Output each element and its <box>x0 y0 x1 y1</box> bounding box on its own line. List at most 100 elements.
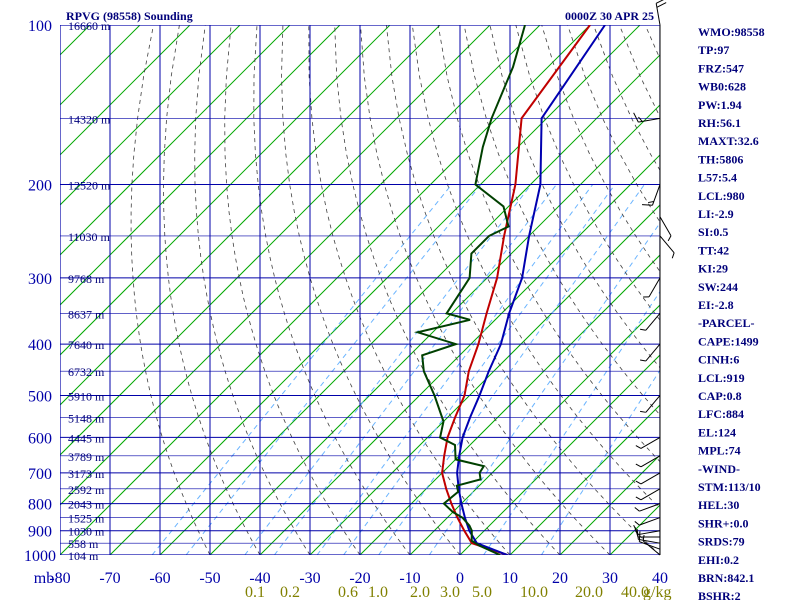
height-label: 11030 m <box>68 230 111 244</box>
mixing-ratio-tick-label: 5.0 <box>472 584 492 600</box>
sounding-index-text: RH:56.1 <box>698 116 741 130</box>
height-label: 3789 m <box>68 450 105 464</box>
temperature-tick-label: -20 <box>349 570 370 587</box>
height-label: 2043 m <box>68 498 105 512</box>
sounding-index-text: TT:42 <box>698 243 729 257</box>
pressure-tick-label: 300 <box>28 271 52 288</box>
mixing-ratio-tick-label: 0.1 <box>245 584 265 600</box>
mixing-ratio-line <box>483 290 660 555</box>
pressure-tick-label: 200 <box>28 178 52 195</box>
wind-barb <box>640 395 661 413</box>
sounding-index-text: -WIND- <box>698 462 740 476</box>
temperature-tick-label: -40 <box>249 570 270 587</box>
pressure-axis-title: mb <box>34 570 54 587</box>
temperature-tick-label: -70 <box>99 570 120 587</box>
sounding-index-text: LCL:980 <box>698 189 745 203</box>
mixing-ratio-line <box>185 184 482 555</box>
wind-barb <box>635 455 661 468</box>
isotherm-line <box>60 25 541 506</box>
isotherm-line <box>359 254 660 555</box>
sounding-index-text: LFC:884 <box>698 407 744 421</box>
sounding-index-text: STM:113/10 <box>698 480 761 494</box>
temperature-tick-label: 30 <box>602 570 618 587</box>
sounding-index-text: SW:244 <box>698 280 738 294</box>
wind-barb <box>659 216 672 242</box>
sounding-index-text: EHI:0.2 <box>698 553 739 567</box>
mixing-ratio-unit: g/kg <box>643 584 671 600</box>
sounding-index-text: CINH:6 <box>698 353 739 367</box>
height-label: 4445 m <box>68 431 105 445</box>
temperature-tick-label: -60 <box>149 570 170 587</box>
mixing-ratio-line <box>151 184 453 555</box>
temperature-tick-label: -10 <box>399 570 420 587</box>
height-label: 5910 m <box>68 389 105 403</box>
mixing-ratio-tick-label: 40.0 <box>621 584 649 600</box>
isotherm-line <box>509 404 660 555</box>
isotherm-line <box>559 454 660 555</box>
sounding-index-text: SHR+:0.0 <box>698 516 749 530</box>
temperature-tick-label: -80 <box>49 570 70 587</box>
wind-barb <box>659 235 675 259</box>
height-label: 16660 m <box>68 19 111 33</box>
sounding-index-text: PW:1.94 <box>698 98 742 112</box>
sounding-index-text: CAP:0.8 <box>698 389 742 403</box>
sounding-index-text: HEL:30 <box>698 498 739 512</box>
pressure-tick-label: 600 <box>28 430 52 447</box>
sounding-index-text: -PARCEL- <box>698 316 754 330</box>
isotherm-line <box>159 54 660 555</box>
temperature-profile-line <box>441 25 591 555</box>
pressure-tick-label: 500 <box>28 388 52 405</box>
height-label: 8637 m <box>68 307 105 321</box>
sounding-index-text: TP:97 <box>698 43 729 57</box>
isotherm-line <box>60 25 341 306</box>
sounding-index-text: KI:29 <box>698 262 728 276</box>
sounding-index-text: SI:0.5 <box>698 225 728 239</box>
pressure-tick-label: 700 <box>28 466 52 483</box>
height-label: 12520 m <box>68 179 111 193</box>
isotherm-line <box>60 25 291 256</box>
temperature-tick-label: -50 <box>199 570 220 587</box>
mixing-ratio-tick-label: 0.6 <box>338 584 358 600</box>
temperature-tick-label: -30 <box>299 570 320 587</box>
parcel-profile-line <box>456 25 606 555</box>
mixing-ratio-tick-label: 2.0 <box>410 584 430 600</box>
isotherm-line <box>459 354 660 555</box>
sounding-index-text: L57:5.4 <box>698 171 737 185</box>
pressure-tick-label: 100 <box>28 18 52 35</box>
isotherm-line <box>209 104 660 555</box>
mixing-ratio-line <box>378 184 645 555</box>
height-label: 7640 m <box>68 338 105 352</box>
wind-barb <box>635 436 661 449</box>
wind-barb <box>634 503 661 512</box>
height-label: 558 m <box>68 537 99 551</box>
mixing-ratio-line <box>540 369 660 555</box>
sounding-index-text: FRZ:547 <box>698 61 744 75</box>
sounding-index-text: BRN:842.1 <box>698 571 754 585</box>
height-label: 14320 m <box>68 112 111 126</box>
height-label: 9768 m <box>68 272 105 286</box>
isotherm-line <box>60 25 491 456</box>
dewpoint-profile-line <box>413 25 526 555</box>
wind-barb <box>640 313 661 331</box>
chart-title: RPVG (98558) Sounding <box>66 9 193 23</box>
temperature-tick-label: 20 <box>552 570 568 587</box>
isotherm-line <box>309 204 660 555</box>
height-label: 6732 m <box>68 365 105 379</box>
wind-barb <box>633 112 661 123</box>
sounding-index-text: WB0:628 <box>698 80 746 94</box>
wind-barb <box>655 0 667 26</box>
wind-barb <box>634 517 661 526</box>
wind-barb <box>640 343 661 362</box>
pressure-tick-label: 800 <box>28 497 52 514</box>
mixing-ratio-tick-label: 20.0 <box>575 584 603 600</box>
isotherm-line <box>409 304 660 555</box>
sounding-index-text: MAXT:32.6 <box>698 134 759 148</box>
height-label: 1525 m <box>68 512 105 526</box>
wind-barb <box>635 488 661 501</box>
sounding-index-text: LI:-2.9 <box>698 207 734 221</box>
mixing-ratio-line <box>343 184 616 555</box>
sounding-index-text: EL:124 <box>698 425 736 439</box>
sounding-index-text: BSHR:2 <box>698 589 741 600</box>
